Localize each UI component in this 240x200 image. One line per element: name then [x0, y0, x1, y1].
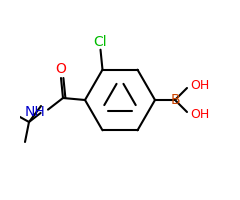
Text: OH: OH: [190, 108, 209, 121]
Text: B: B: [170, 93, 180, 107]
Text: O: O: [56, 62, 66, 76]
Text: Cl: Cl: [94, 35, 107, 49]
Text: OH: OH: [190, 79, 209, 92]
Text: NH: NH: [24, 105, 45, 119]
